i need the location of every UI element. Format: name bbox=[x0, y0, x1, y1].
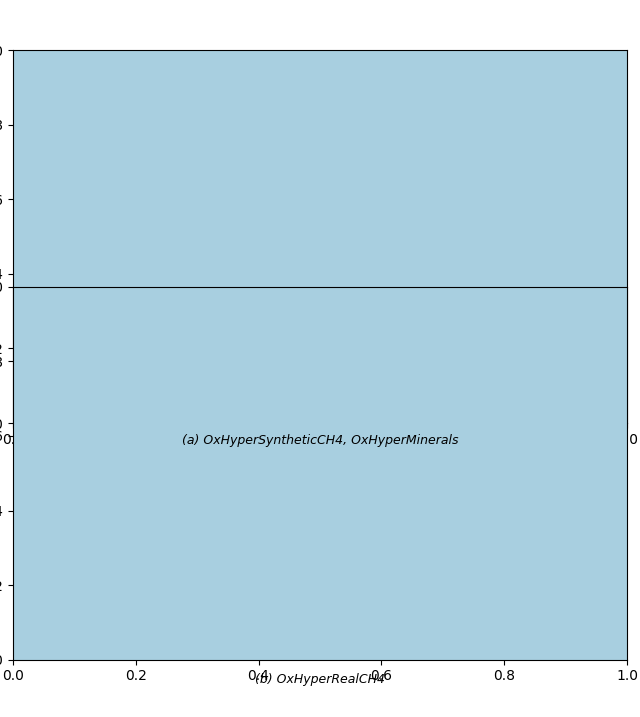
Text: (b) OxHyperRealCH4: (b) OxHyperRealCH4 bbox=[255, 673, 385, 686]
Text: (a) OxHyperSyntheticCH4, OxHyperMinerals: (a) OxHyperSyntheticCH4, OxHyperMinerals bbox=[182, 435, 458, 447]
